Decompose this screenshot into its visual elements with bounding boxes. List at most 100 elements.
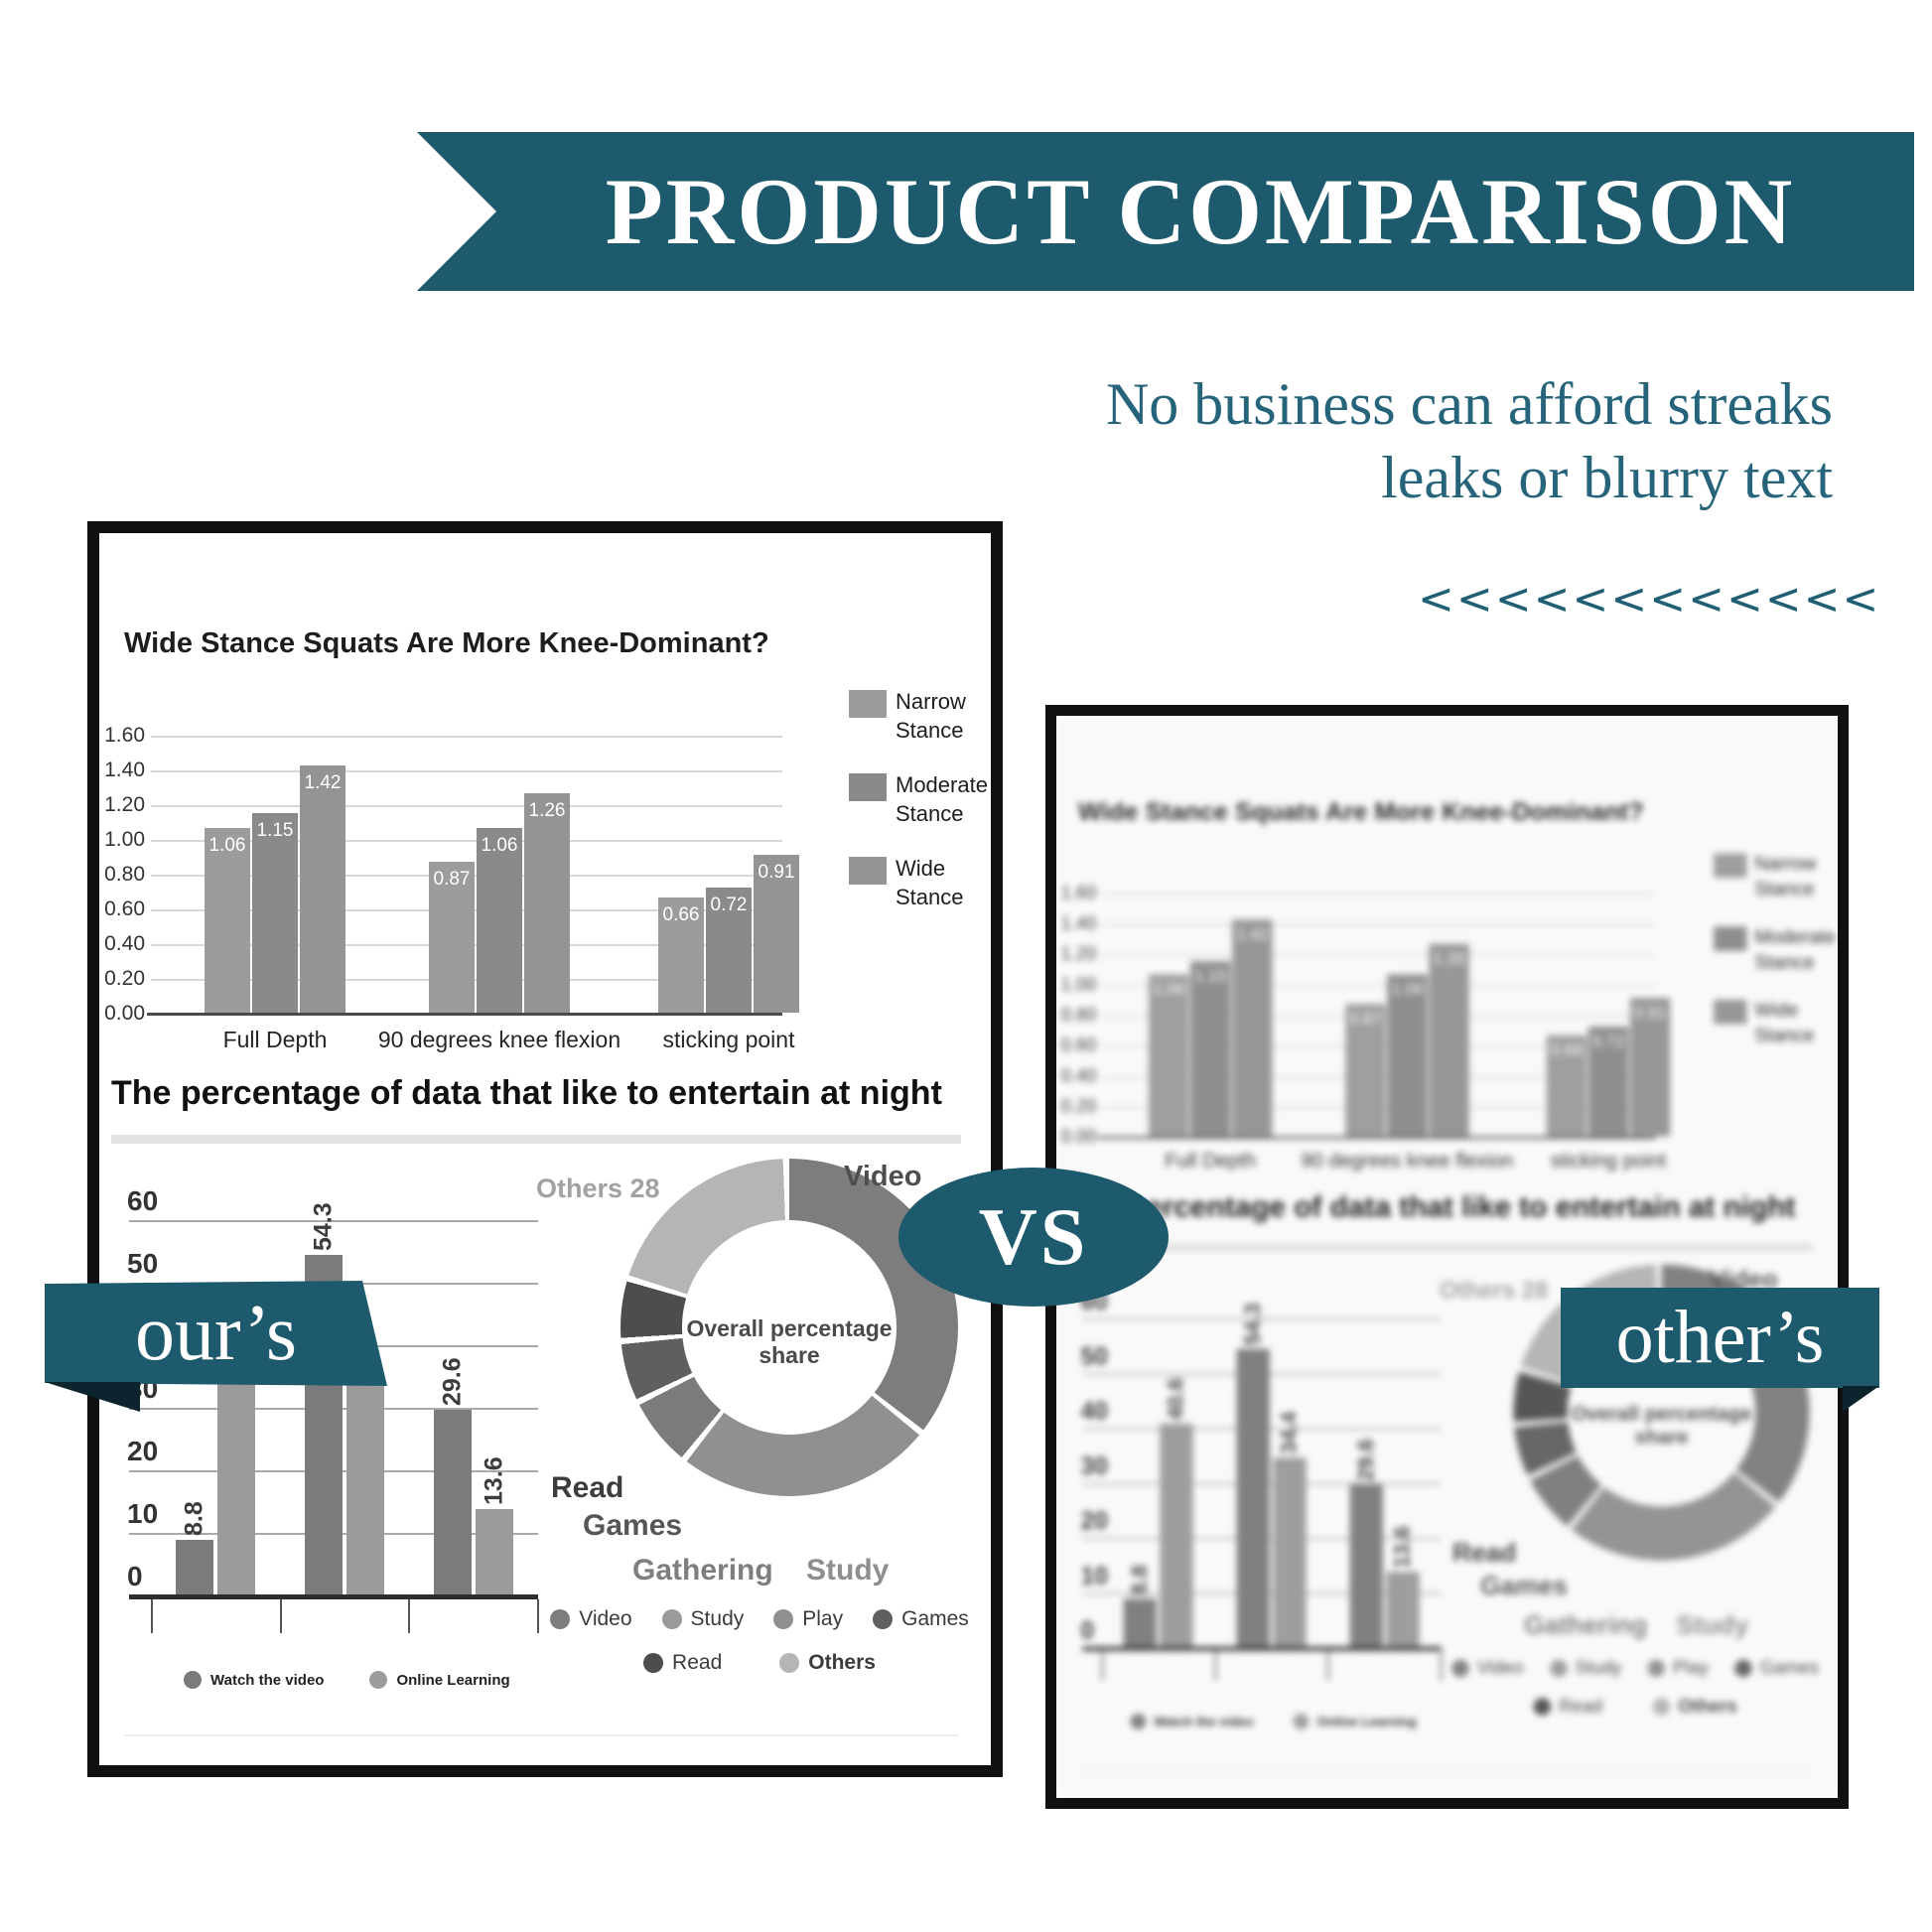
- title-ribbon: PRODUCT COMPARISON: [417, 132, 1914, 291]
- donut-legend-swatch: [643, 1653, 664, 1673]
- squat-x-axis: [147, 1013, 782, 1016]
- section-divider: [1066, 1243, 1813, 1252]
- night-bar: [434, 1410, 472, 1594]
- donut-legend-swatch: [773, 1609, 794, 1629]
- donut-legend-swatch: [1451, 1659, 1469, 1678]
- donut-legend-row1: Video Study Play Games: [526, 1607, 991, 1631]
- donut-legend-label: Read: [1559, 1696, 1603, 1717]
- squat-y-tick-label: 1.20: [104, 793, 145, 816]
- squat-bar: [252, 813, 298, 1013]
- night-bar-value: 29.6: [1353, 1439, 1379, 1481]
- night-y-tick-label: 50: [127, 1248, 159, 1279]
- night-y-tick-label: 20: [127, 1436, 159, 1466]
- page-title: PRODUCT COMPARISON: [605, 159, 1796, 264]
- donut-center-label: Overall percentage share: [686, 1315, 893, 1368]
- night-y-tick-label: 40: [1080, 1397, 1108, 1425]
- night-legend-label: Watch the video: [210, 1671, 325, 1689]
- donut-legend-swatch: [1734, 1659, 1752, 1678]
- squat-legend-swatch: [1714, 853, 1747, 879]
- squat-bar-value: 0.91: [1633, 1004, 1667, 1023]
- squat-legend-label: Narrow Stance: [896, 689, 966, 743]
- squat-y-tick-label: 0.80: [104, 863, 145, 886]
- squat-y-tick-label: 0.60: [104, 897, 145, 920]
- squat-gridline: [151, 840, 782, 842]
- donut-legend-item: Games: [873, 1607, 969, 1631]
- squat-legend-label: Wide Stance: [896, 856, 964, 909]
- squat-bar-value: 1.26: [528, 800, 566, 821]
- squat-bar-value: 1.15: [256, 820, 294, 841]
- night-y-tick-label: 30: [1080, 1451, 1108, 1480]
- squat-bar-value: 0.66: [1550, 1040, 1584, 1060]
- squat-bar: [1546, 1035, 1587, 1137]
- donut-callout-label: Others 28: [536, 1173, 660, 1203]
- blurry-printed-page: Wide Stance Squats Are More Knee-Dominan…: [1056, 716, 1838, 1798]
- squat-bar-value: 1.06: [1152, 980, 1185, 1000]
- donut-legend-swatch: [779, 1653, 800, 1673]
- blurry-page-wrapper: Wide Stance Squats Are More Knee-Dominan…: [1056, 716, 1838, 1798]
- vs-label: VS: [978, 1191, 1089, 1282]
- night-legend: Watch the video Online Learning: [184, 1671, 601, 1689]
- donut-hole: [682, 1220, 897, 1435]
- night-bar: [1273, 1457, 1307, 1647]
- night-bar-value: 8.8: [1127, 1565, 1153, 1595]
- squat-y-tick-label: 1.60: [104, 724, 145, 747]
- squat-legend-swatch: [1714, 999, 1747, 1025]
- squat-category-label: Full Depth: [1165, 1148, 1257, 1172]
- night-gridline: [129, 1220, 538, 1222]
- donut-legend-label: Study: [690, 1607, 745, 1630]
- squat-gridline: [1101, 923, 1656, 926]
- night-bar: [1236, 1348, 1270, 1647]
- night-legend-swatch: [1293, 1714, 1310, 1729]
- donut-legend-label: Study: [1575, 1657, 1622, 1679]
- squat-bar-value: 0.66: [662, 904, 700, 925]
- donut-legend-item: Study: [661, 1607, 745, 1631]
- night-y-tick-label: 50: [1080, 1342, 1108, 1370]
- crisp-printed-page: Wide Stance Squats Are More Knee-Dominan…: [99, 533, 991, 1765]
- night-legend-label: Online Learning: [1316, 1714, 1417, 1729]
- donut-legend-label: Read: [672, 1651, 723, 1674]
- squat-chart-title: Wide Stance Squats Are More Knee-Dominan…: [124, 627, 769, 659]
- night-bar-value: 29.6: [438, 1357, 467, 1406]
- night-y-tick-label: 10: [127, 1498, 159, 1529]
- donut-callout-label: Study: [806, 1554, 890, 1587]
- donut-callout-label: Study: [1676, 1610, 1749, 1640]
- squat-gridline: [151, 770, 782, 772]
- night-legend-swatch: [184, 1671, 202, 1689]
- night-y-tick-label: 10: [1080, 1562, 1108, 1589]
- donut-callout-label: Gathering: [632, 1554, 773, 1587]
- squat-bar: [1587, 1027, 1629, 1137]
- donut-callout-label: Read: [551, 1471, 624, 1504]
- night-bar: [1349, 1484, 1383, 1647]
- donut-center-label: Overall percentage share: [1571, 1402, 1752, 1449]
- night-bar: [346, 1379, 384, 1594]
- night-legend-item: Watch the video: [1130, 1714, 1254, 1729]
- night-bar: [176, 1540, 213, 1594]
- night-y-tick-label: 0: [127, 1561, 143, 1591]
- squat-legend-swatch: [849, 857, 887, 885]
- night-bar-value: 8.8: [180, 1501, 208, 1536]
- night-bar-value: 40.6: [1164, 1377, 1188, 1421]
- squat-bar-value: 1.42: [1236, 925, 1269, 944]
- squat-gridline: [151, 736, 782, 738]
- night-bar-value: 13.6: [1390, 1525, 1415, 1569]
- night-axis-tick: [1440, 1650, 1443, 1681]
- night-bar: [1123, 1598, 1157, 1647]
- night-y-tick-label: 20: [1080, 1507, 1108, 1535]
- donut-legend-swatch: [873, 1609, 894, 1629]
- donut-legend-swatch: [1652, 1698, 1671, 1716]
- squat-category-label: sticking point: [1550, 1148, 1667, 1172]
- night-legend-item: Online Learning: [369, 1671, 510, 1689]
- night-chart-title: The percentage of data that like to ente…: [1066, 1189, 1796, 1224]
- night-legend-swatch: [369, 1671, 388, 1689]
- squat-y-tick-label: 0.20: [1060, 1096, 1097, 1117]
- donut-legend-swatch: [1647, 1659, 1666, 1678]
- squat-bar-value: 1.06: [481, 835, 518, 856]
- squat-bar-value: 0.72: [710, 895, 748, 915]
- squat-y-tick-label: 0.00: [1060, 1126, 1097, 1148]
- night-axis-tick: [1214, 1650, 1217, 1681]
- squat-bar: [1345, 1004, 1386, 1137]
- squat-y-tick-label: 1.00: [104, 828, 145, 851]
- squat-category-label: 90 degrees knee flexion: [377, 1027, 621, 1052]
- donut-callout-label: Games: [1480, 1572, 1568, 1601]
- squat-bar: [1629, 998, 1671, 1137]
